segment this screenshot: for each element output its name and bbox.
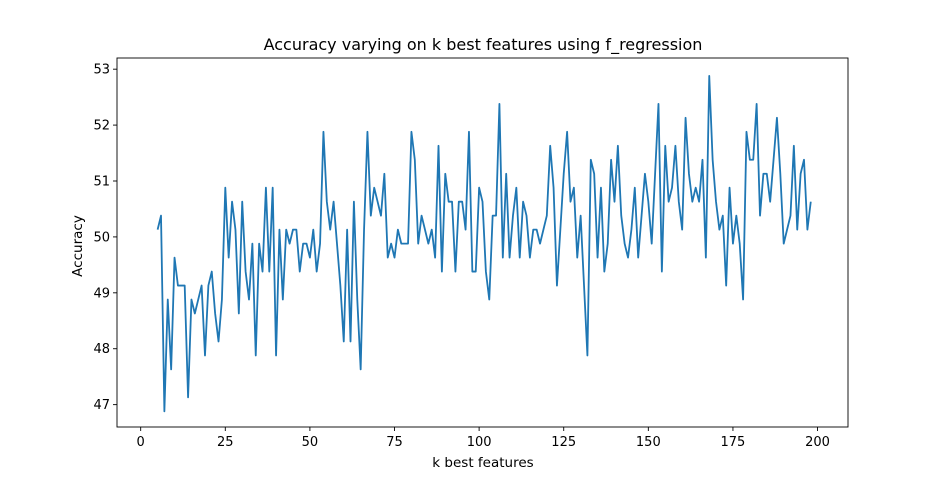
x-tick-label: 25 xyxy=(217,435,234,450)
x-tick-label: 0 xyxy=(137,435,145,450)
x-tick-label: 125 xyxy=(551,435,576,450)
y-tick-label: 52 xyxy=(93,119,110,134)
x-tick-label: 75 xyxy=(386,435,403,450)
plot-area: 0 25 50 75 100 125 150 175 200 47 48 49 50 51 52 53 xyxy=(93,57,849,450)
x-tick-label: 100 xyxy=(467,435,492,450)
y-tick-label: 48 xyxy=(93,342,110,357)
y-tick-label: 51 xyxy=(93,175,110,190)
y-tick-label: 50 xyxy=(93,230,110,245)
plot-frame xyxy=(116,57,849,428)
y-tick-label: 53 xyxy=(93,63,110,78)
y-axis-label: Accuracy xyxy=(70,215,86,277)
x-tick-label: 50 xyxy=(302,435,319,450)
x-axis-label: k best features xyxy=(432,455,533,471)
x-tick-label: 175 xyxy=(721,435,746,450)
x-tick-label: 150 xyxy=(636,435,661,450)
y-tick-label: 47 xyxy=(93,398,110,413)
y-tick-label: 49 xyxy=(93,286,110,301)
x-tick-label: 200 xyxy=(805,435,830,450)
series-line xyxy=(156,74,812,413)
chart-title: Accuracy varying on k best features usin… xyxy=(264,35,703,55)
